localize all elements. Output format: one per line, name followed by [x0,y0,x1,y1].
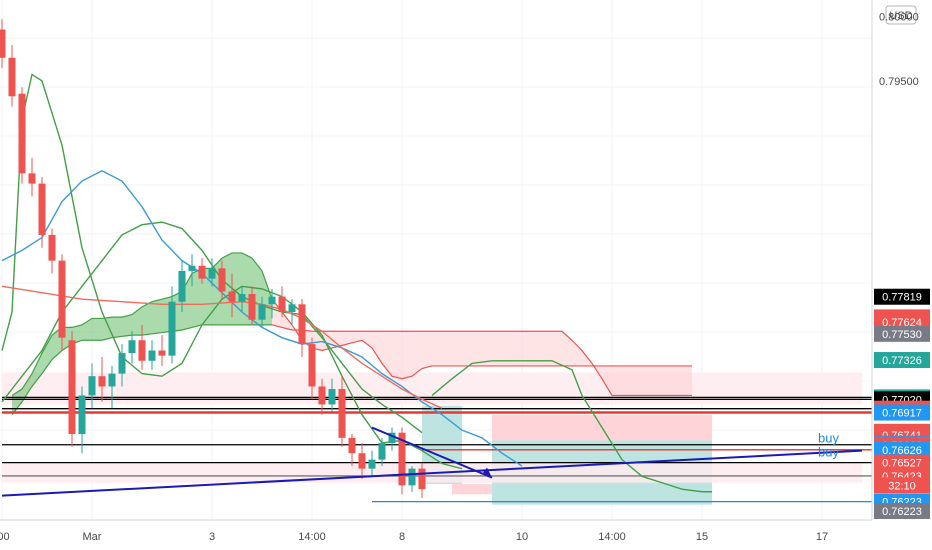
candle[interactable] [78,395,86,434]
cloud-bearish-span-a [271,298,692,380]
price-tag [874,325,930,342]
x-tick-label: 14:00 [298,531,326,543]
candle[interactable] [68,340,76,434]
price-tag [874,441,930,458]
candle[interactable] [288,304,296,312]
candle[interactable] [338,389,346,438]
candle[interactable] [378,442,386,460]
x-tick-label: 3 [209,531,215,543]
trend-line[interactable] [371,426,493,479]
candle[interactable] [398,432,406,486]
price-tag-label: 0.77624 [882,317,922,329]
candle[interactable] [358,453,366,469]
candle[interactable] [268,296,276,305]
candle[interactable] [318,386,326,405]
x-tick-label: :00 [0,531,10,543]
position-zone [452,484,492,495]
x-tick-label: 15 [696,531,708,543]
currency-badge[interactable] [885,5,917,25]
y-tick-label: 0.79500 [879,76,919,88]
candle[interactable] [158,350,166,356]
candle[interactable] [58,260,66,338]
price-tag [874,404,930,421]
time-axis[interactable] [0,521,872,550]
price-tag [874,352,930,369]
candle[interactable] [28,173,36,184]
x-tick-label: 14:00 [598,531,626,543]
candle[interactable] [348,437,356,454]
price-tag-label: 0.76626 [882,445,922,457]
indicator-line [431,360,712,493]
candle[interactable] [88,376,96,396]
candle[interactable] [198,265,206,279]
candle[interactable] [108,373,116,387]
candle[interactable] [208,268,216,279]
price-tag-label: 0.76223 [882,506,922,518]
x-tick-label: 8 [399,531,405,543]
candle[interactable] [168,301,176,356]
candle[interactable] [278,296,286,312]
candle[interactable] [118,353,126,374]
candle[interactable] [48,234,56,261]
currency-badge-label: USD [889,10,912,22]
x-tick-label: Mar [83,531,102,543]
candle[interactable] [8,57,16,97]
candle[interactable] [128,340,136,354]
price-tag-label: 0.77530 [882,329,922,341]
x-tick-label: 17 [816,531,828,543]
cloud-bearish-fill [272,299,692,396]
trend-line[interactable] [1,449,863,497]
candle[interactable] [178,270,186,302]
cloud-bullish-span-a [11,252,273,396]
buy-label: buy [818,445,839,460]
cloud-bearish-span-b [271,324,692,397]
candle[interactable] [408,468,416,486]
candle[interactable] [148,350,156,361]
candle[interactable] [258,304,266,320]
candle[interactable] [298,304,306,345]
candle[interactable] [308,344,316,387]
price-tag [874,313,930,330]
candle[interactable] [0,29,6,58]
indicator-line [1,73,463,470]
candle[interactable] [188,265,196,271]
candle[interactable] [388,432,396,443]
price-tag [874,454,930,471]
candle[interactable] [238,294,246,302]
candle[interactable] [368,459,376,469]
candle[interactable] [228,291,236,302]
candle[interactable] [328,389,336,405]
price-tag-label: 0.76527 [882,458,922,470]
arrow-head [483,467,492,478]
buy-label: buy [818,431,839,446]
candle[interactable] [218,268,226,292]
price-tag [874,503,930,520]
candle[interactable] [18,93,26,174]
price-tag-label: 0.77819 [882,292,922,304]
x-tick-label: 10 [516,531,528,543]
price-tag-label: 32:10 [888,480,916,492]
candle[interactable] [248,294,256,320]
candle[interactable] [38,183,46,235]
price-tag [874,288,930,305]
candle[interactable] [418,468,426,490]
candle[interactable] [138,340,146,361]
price-tag-label: 0.76917 [882,408,922,420]
price-tag-label: 0.77326 [882,355,922,367]
price-tag [874,477,930,494]
candle[interactable] [98,376,106,387]
y-tick-label: 0.80000 [879,12,919,24]
